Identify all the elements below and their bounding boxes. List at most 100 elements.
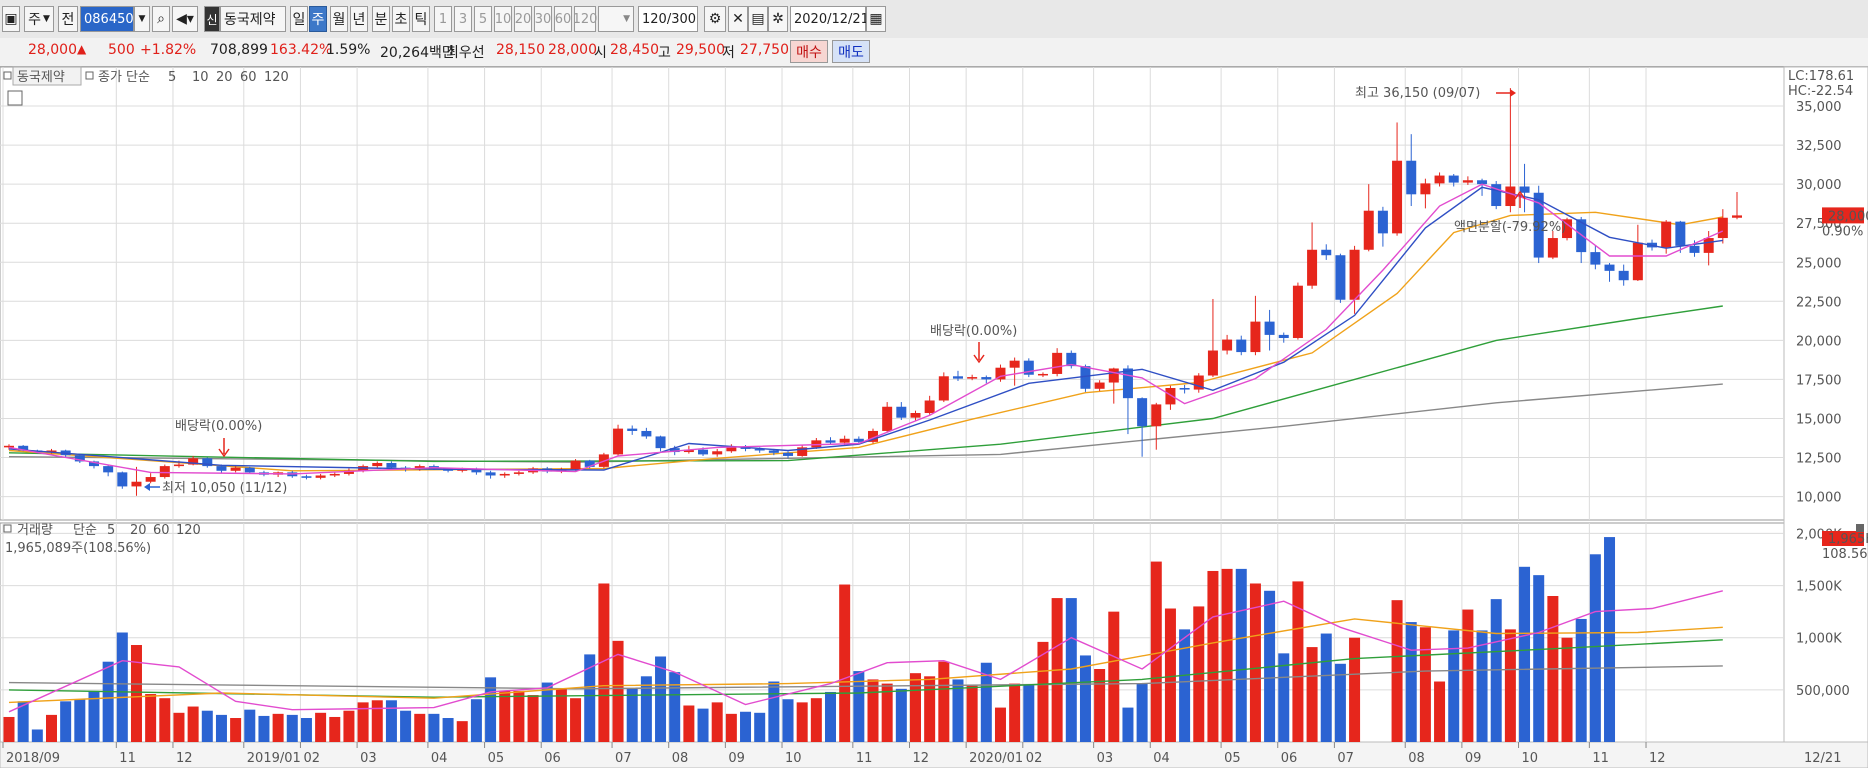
volume-bar	[1434, 681, 1446, 742]
candle-body	[910, 412, 921, 418]
volume-bar	[201, 710, 213, 742]
period-week[interactable]: 주	[309, 6, 327, 32]
candle-body	[1264, 321, 1275, 335]
speaker-icon[interactable]: ◀▾	[172, 6, 198, 32]
price-tick-label: 15,000	[1796, 412, 1842, 427]
volume-bar	[116, 632, 128, 742]
dividend-arrow-1	[218, 438, 230, 458]
candle-body	[1462, 180, 1473, 183]
candle-body	[1519, 186, 1530, 193]
volume-bar	[1207, 570, 1219, 742]
volume-ratio: 163.42%	[270, 42, 333, 58]
x-tick-label: 03	[1097, 751, 1114, 766]
volume-bar	[1476, 630, 1488, 742]
bid-value: 28,000	[548, 42, 597, 58]
minute-120[interactable]: 120	[572, 6, 598, 32]
candle-body	[1137, 398, 1148, 427]
period-tick[interactable]: 틱	[412, 6, 430, 32]
x-tick-label: 12/21	[1804, 751, 1841, 766]
volume-bar	[867, 679, 879, 742]
current-volume-tag	[1822, 531, 1864, 546]
volume-bar	[1320, 633, 1332, 742]
volume-bar	[428, 713, 440, 742]
candle-body	[1009, 360, 1020, 368]
minute-1[interactable]: 1	[434, 6, 452, 32]
candle-body	[386, 462, 397, 468]
crosshair-icon[interactable]: ✕	[728, 6, 748, 32]
prev-button[interactable]: 전	[58, 6, 78, 32]
period-select[interactable]: 주 ▼	[24, 6, 54, 32]
dividend-annotation-1: 배당락(0.00%)	[175, 419, 262, 434]
period-minute[interactable]: 분	[372, 6, 390, 32]
candle-body	[1179, 388, 1190, 390]
period-day[interactable]: 일	[290, 6, 308, 32]
code-dropdown-chevron-icon[interactable]: ▼	[134, 6, 150, 32]
minute-5[interactable]: 5	[474, 6, 492, 32]
volume-bar	[1405, 622, 1417, 742]
save-icon[interactable]: ▤	[748, 6, 768, 32]
legend-stock-name: 동국제약	[17, 70, 65, 85]
price-tick-label: 25,000	[1796, 256, 1842, 271]
minute-5-label: 5	[478, 11, 488, 27]
volume-bar	[1533, 575, 1545, 742]
minute-120-label: 120	[572, 11, 598, 27]
x-tick-label: 06	[1281, 751, 1298, 766]
candle-body	[1363, 210, 1374, 250]
volume-bar	[1604, 537, 1616, 742]
minute-20[interactable]: 20	[514, 6, 532, 32]
volume-bar	[768, 681, 780, 742]
stock-code-input[interactable]: 086450	[80, 6, 134, 32]
candle-body	[485, 472, 496, 476]
prev-label: 전	[61, 12, 75, 28]
candle-type-icon[interactable]: ⚙	[704, 6, 726, 32]
volume-bar	[725, 713, 737, 742]
candle-body	[570, 460, 581, 470]
candle-body	[1165, 388, 1176, 405]
sell-button[interactable]: 매도	[832, 40, 870, 63]
layout-icon[interactable]: ▣	[2, 6, 20, 32]
legend-ma-period: 5	[168, 70, 176, 85]
minute-30[interactable]: 30	[534, 6, 552, 32]
date-input[interactable]: 2020/12/21	[790, 6, 869, 32]
search-icon[interactable]: ⌕	[152, 6, 170, 32]
calendar-icon[interactable]: ▦	[866, 6, 886, 32]
new-badge: 신	[204, 6, 220, 32]
volume-bar	[31, 729, 43, 742]
period-year[interactable]: 년	[350, 6, 368, 32]
buy-button[interactable]: 매수	[790, 40, 828, 63]
candle-body	[202, 458, 213, 467]
x-tick-label: 11	[119, 751, 136, 766]
x-tick-label: 2019/01	[247, 751, 301, 766]
volume-bar	[1278, 653, 1290, 742]
gear-icon[interactable]: ✲	[768, 6, 788, 32]
custom-period-select[interactable]: ▼	[598, 6, 634, 32]
volume-bar	[1448, 630, 1460, 742]
low-arrowhead	[144, 483, 150, 491]
volume-bar	[980, 662, 992, 742]
period-month[interactable]: 월	[330, 6, 348, 32]
candle-body	[825, 440, 836, 443]
candle-body	[1661, 221, 1672, 248]
minute-60[interactable]: 60	[554, 6, 572, 32]
count-input[interactable]: 120/300	[638, 6, 698, 32]
volume-bar	[895, 688, 907, 742]
candle-body	[1094, 382, 1105, 389]
volume-legend-period: 60	[153, 523, 170, 538]
date-value: 2020/12/21	[794, 11, 869, 27]
volume-bar	[88, 690, 100, 742]
up-arrow-icon: ▲	[77, 42, 87, 56]
current-price-tag	[1822, 207, 1864, 224]
candle-body	[1307, 249, 1318, 286]
stock-name-field[interactable]: 동국제약	[220, 6, 286, 32]
legend-ma-box-icon	[85, 71, 94, 80]
x-tick-label: 05	[1224, 751, 1241, 766]
minute-3[interactable]: 3	[454, 6, 472, 32]
period-second[interactable]: 초	[392, 6, 410, 32]
volume-bar	[952, 679, 964, 742]
candle-body	[1349, 249, 1360, 300]
minute-10[interactable]: 10	[494, 6, 512, 32]
volume-bar	[1122, 707, 1134, 742]
x-tick-label: 08	[672, 751, 689, 766]
candle-body	[173, 464, 184, 467]
